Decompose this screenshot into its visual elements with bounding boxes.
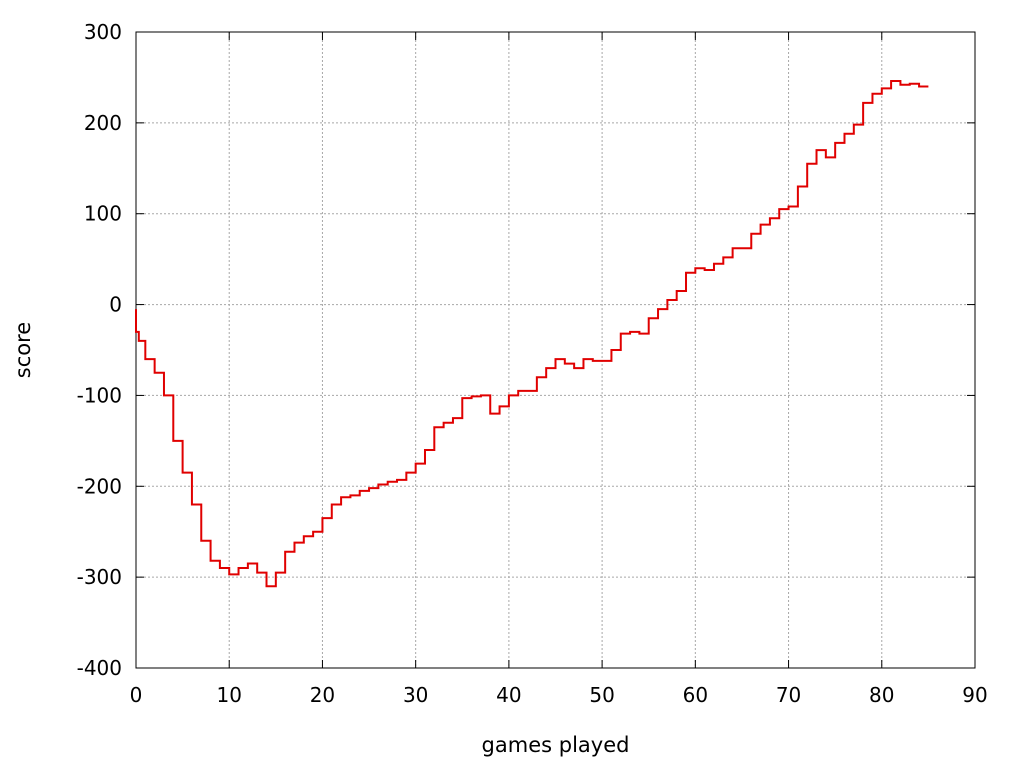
x-tick-label: 0: [130, 683, 143, 707]
x-tick-label: 50: [589, 683, 614, 707]
plot-frame: [135, 31, 976, 669]
y-tick-label: -100: [77, 383, 122, 407]
x-tick-label: 30: [403, 683, 428, 707]
tick-marks: [135, 31, 976, 669]
y-tick-labels: -400 -300 -200 -100 0 100 200 300: [77, 20, 122, 680]
x-tick-label: 40: [496, 683, 521, 707]
y-tick-label: 300: [84, 20, 122, 44]
x-axis-title: games played: [482, 733, 630, 757]
score-line: [135, 80, 929, 588]
y-tick-label: 100: [84, 202, 122, 226]
y-tick-label: -400: [77, 656, 122, 680]
grid: [136, 32, 975, 668]
x-tick-label: 20: [310, 683, 335, 707]
series-layer: [135, 80, 929, 588]
y-axis-title: score: [11, 322, 35, 378]
y-tick-label: 200: [84, 111, 122, 135]
x-tick-label: 80: [869, 683, 894, 707]
x-tick-label: 60: [683, 683, 708, 707]
y-tick-label: 0: [109, 293, 122, 317]
x-tick-label: 90: [962, 683, 987, 707]
y-tick-label: -200: [77, 474, 122, 498]
x-tick-label: 70: [776, 683, 801, 707]
x-tick-labels: 0 10 20 30 40 50 60 70 80 90: [130, 683, 988, 707]
y-tick-label: -300: [77, 565, 122, 589]
x-tick-label: 10: [216, 683, 241, 707]
